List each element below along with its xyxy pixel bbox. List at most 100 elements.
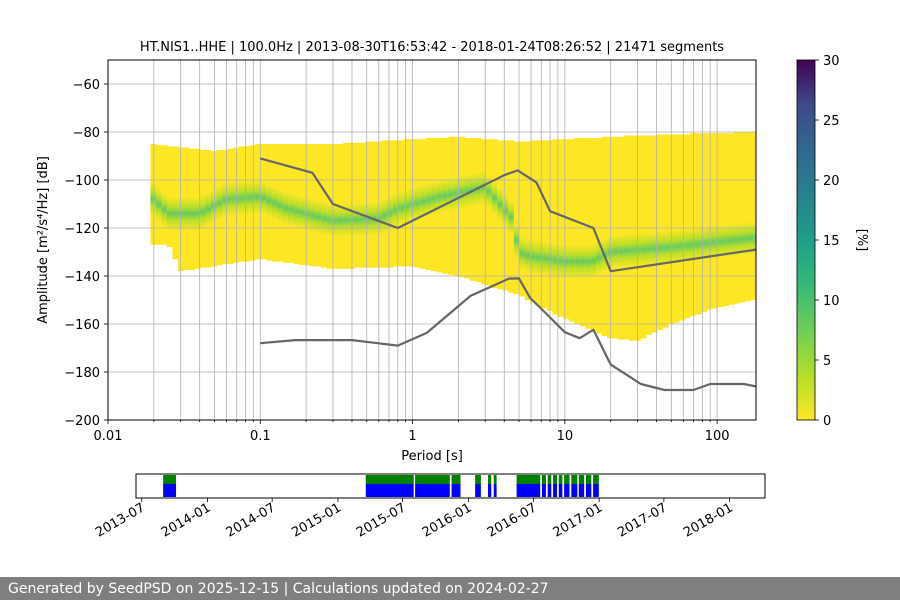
psd-mode-band: [310, 198, 317, 233]
psd-mode-band: [568, 244, 575, 279]
timeline-coverage: [163, 475, 599, 497]
psd-column: [590, 138, 597, 332]
psd-mode-band: [574, 244, 581, 279]
psd-mode-band: [403, 189, 410, 224]
coverage-bar-bottom: [451, 484, 461, 497]
coverage-bar-bottom: [493, 484, 497, 497]
psd-column: [739, 132, 746, 303]
psd-mode-band: [497, 187, 504, 222]
psd-mode-band: [277, 188, 284, 223]
psd-mode-band: [255, 180, 262, 214]
colorbar-label: [%]: [854, 229, 869, 252]
psd-mode-band: [689, 227, 697, 262]
coverage-bar-bottom: [163, 484, 177, 497]
psd-column: [568, 139, 575, 322]
coverage-bar-bottom: [541, 484, 546, 497]
psd-mode-band: [491, 181, 498, 215]
coverage-bar-top: [415, 475, 450, 484]
coverage-bar-bottom: [571, 484, 578, 497]
psd-mode-band: [238, 181, 245, 215]
psd-mode-band: [447, 177, 454, 212]
coverage-bar-top: [593, 475, 599, 484]
psd-mode-band: [524, 238, 531, 273]
coverage-bar-bottom: [553, 484, 558, 497]
coverage-bar-top: [516, 475, 541, 484]
psd-mode-band: [436, 179, 443, 214]
low-noise-model-line: [260, 277, 756, 392]
psd-column: [524, 141, 531, 300]
psd-mode-band: [722, 224, 730, 258]
psd-mode-band: [260, 181, 267, 215]
coverage-bar-bottom: [578, 484, 585, 497]
psd-column: [563, 139, 570, 320]
psd-mode-band: [464, 174, 471, 208]
psd-mode-band: [425, 183, 432, 217]
psd-mode-band: [216, 186, 223, 220]
coverage-bar-top: [558, 475, 563, 484]
psd-mode-band: [205, 192, 212, 226]
psd-mode-band: [233, 181, 240, 216]
psd-mode-band: [695, 227, 702, 261]
colorbar-tick-label: 10: [823, 294, 840, 309]
psd-mode-band: [673, 229, 680, 264]
psd-column: [728, 133, 735, 305]
psd-column: [579, 138, 586, 327]
psd-mode-band: [155, 187, 163, 222]
psd-mode-band: [271, 186, 278, 220]
coverage-bar-top: [493, 475, 497, 484]
timeline-tick-label: 2016-01: [420, 500, 475, 540]
psd-mode-band: [321, 201, 328, 236]
y-tick-label: −100: [64, 174, 100, 189]
timeline-tick-label: 2013-07: [93, 500, 148, 540]
high-noise-model-line: [260, 157, 756, 273]
psd-mode-band: [337, 203, 344, 238]
psd-mode-band: [194, 196, 201, 231]
psd-mode-band: [458, 175, 465, 209]
coverage-bar-bottom: [593, 484, 599, 497]
x-axis-ticks: 0.01 0.1 1 10 100: [94, 420, 730, 444]
psd-mode-band: [354, 202, 361, 237]
coverage-bar-bottom: [488, 484, 492, 497]
psd-mode-band: [282, 191, 289, 225]
psd-mode-band: [244, 180, 251, 215]
psd-mode-band: [326, 203, 333, 237]
psd-column: [574, 138, 581, 324]
coverage-bar-top: [475, 475, 481, 484]
psd-mode-band: [530, 240, 537, 274]
psd-mode-band: [596, 241, 603, 275]
y-tick-label: −60: [73, 78, 100, 93]
coverage-bar-top: [585, 475, 592, 484]
psd-mode-band: [662, 230, 669, 265]
psd-mode-band: [579, 244, 586, 279]
psd-column: [469, 138, 476, 281]
coverage-bar-bottom: [365, 484, 414, 497]
coverage-bar-bottom: [585, 484, 592, 497]
psd-column: [166, 146, 174, 248]
psd-column: [711, 133, 719, 309]
psd-mode-band: [706, 226, 713, 260]
psd-column: [552, 139, 559, 315]
psd-column: [486, 139, 493, 286]
psd-mode-band: [651, 231, 658, 266]
psd-mode-band: [717, 224, 724, 259]
y-tick-label: −120: [64, 222, 100, 237]
noise-model-lines: [260, 157, 756, 392]
psd-column: [585, 138, 592, 329]
psd-mode-band: [513, 223, 520, 257]
chart-title: HT.NIS1..HHE | 100.0Hz | 2013-08-30T16:5…: [140, 40, 724, 55]
colorbar-gradient: [796, 59, 816, 421]
psd-column: [596, 138, 603, 334]
psd-mode-band: [552, 243, 559, 277]
timeline-tick-label: 2015-07: [354, 500, 409, 540]
colorbar-tick-label: 25: [823, 114, 840, 129]
timeline-tick-label: 2018-01: [681, 500, 736, 540]
psd-column: [744, 132, 752, 302]
colorbar-tick-label: 30: [823, 54, 840, 69]
y-axis-label: Amplitude [m²/s⁴/Hz] [dB]: [36, 156, 51, 324]
coverage-bar-top: [578, 475, 585, 484]
psd-column: [678, 134, 686, 321]
psd-mode-band: [332, 203, 339, 238]
psd-mode-band: [414, 186, 421, 220]
psd-column: [722, 133, 730, 306]
timeline-tick-label: 2014-01: [159, 500, 214, 540]
